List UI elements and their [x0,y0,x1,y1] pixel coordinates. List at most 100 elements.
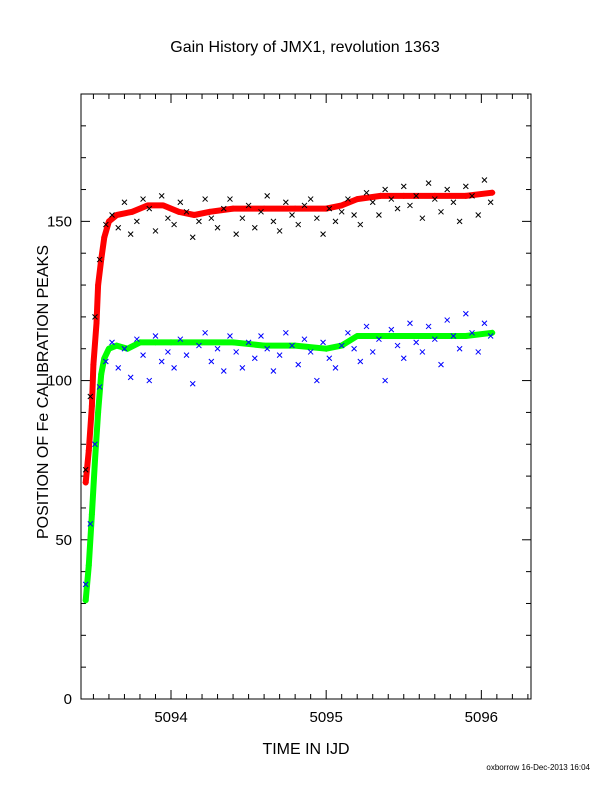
data-point [425,180,432,187]
data-point [320,231,326,237]
x-tick-label: 5094 [154,709,187,726]
data-point [124,345,131,352]
data-point [82,466,89,473]
data-point [92,441,98,448]
data-point [289,342,295,349]
data-point [332,218,339,225]
data-point [475,349,482,355]
data-point [87,521,94,527]
data-point [88,511,95,518]
data-point [91,457,98,464]
data-point [96,384,103,390]
data-point [357,221,364,228]
data-point [462,192,469,199]
data-point [105,345,112,352]
x-axis-label: TIME IN IJD [262,741,349,758]
data-point [354,196,361,203]
data-point [239,215,246,222]
data-point [363,323,370,330]
data-point [376,336,382,343]
data-point [419,349,426,355]
data-point [158,358,165,365]
data-point [152,333,159,339]
data-point [220,205,227,212]
data-point [168,339,174,346]
data-point [377,192,384,199]
data-point [292,342,299,349]
data-point [382,377,388,384]
data-point [431,336,438,343]
data-point [345,196,351,202]
data-point [113,342,120,349]
data-point [369,349,376,355]
data-point [345,329,351,336]
data-point [270,368,277,374]
data-point [332,364,339,371]
data-point [444,186,451,193]
data-point [301,336,308,343]
data-point [191,212,198,218]
data-point [338,342,345,349]
data-point [208,358,215,365]
data-point [140,352,146,358]
data-point [82,581,89,588]
data-point [450,333,457,339]
data-point [202,196,208,202]
data-point [289,212,295,218]
data-point [196,342,202,349]
data-point [177,199,184,206]
data-point [351,212,357,218]
data-point [481,320,488,327]
data-point [88,403,95,410]
data-point [338,208,345,215]
data-point [214,224,221,231]
y-axis-label: POSITION OF Fe CALIBRATION PEAKS [35,245,52,539]
plot-frame [80,93,532,700]
data-point [92,314,98,320]
data-point [261,342,268,349]
data-point [230,339,237,346]
x-tick-label: 5095 [309,709,342,726]
data-point [171,364,177,371]
data-point [438,361,444,368]
data-point [438,208,444,215]
data-point [323,205,330,212]
data-point [102,358,109,365]
data-point [95,282,102,289]
data-point [400,355,407,362]
data-point [469,193,475,199]
data-point [227,196,233,202]
data-point [400,333,407,339]
data-point [127,374,134,381]
data-point [394,342,401,349]
data-point [400,192,407,199]
data-point [314,215,320,222]
data-point [251,355,258,362]
data-point [450,199,457,206]
data-point [136,339,143,346]
data-point [127,231,134,237]
data-point [400,183,407,190]
data-point [276,352,283,358]
data-point [239,364,246,371]
data-point [233,349,240,355]
data-point [382,186,388,193]
data-point [152,228,159,234]
data-point [171,221,177,228]
data-point [98,371,105,378]
data-point [388,196,395,202]
data-point [109,339,115,346]
data-point [152,339,159,346]
data-point [121,199,128,206]
data-point [220,368,227,374]
data-point [363,189,370,196]
y-tick-label: 150 [47,213,72,230]
data-point [407,320,413,327]
data-point [93,320,100,327]
data-point [140,196,146,202]
data-point [469,329,475,336]
data-point [134,336,140,343]
data-point [456,345,463,352]
